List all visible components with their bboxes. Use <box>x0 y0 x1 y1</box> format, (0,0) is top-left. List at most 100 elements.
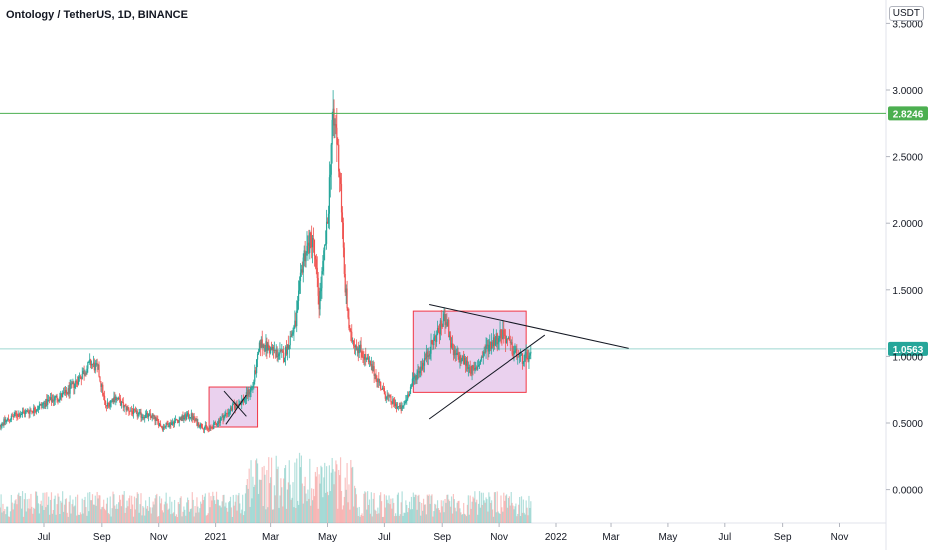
candle-body <box>373 366 375 376</box>
volume-bar <box>305 493 307 523</box>
candle-body <box>479 359 482 365</box>
volume-bar <box>295 507 297 523</box>
candle-body <box>482 355 484 358</box>
candle-body <box>332 108 334 120</box>
candle-body <box>113 396 115 403</box>
volume-bar <box>208 492 210 523</box>
currency-unit-button[interactable]: USDT <box>888 6 924 21</box>
candle-body <box>295 320 297 327</box>
candle-body <box>98 364 100 377</box>
candle-body <box>270 347 273 350</box>
time-axis[interactable]: Jul Sep Nov 2021 Mar May Jul Sep Nov 2022 Mar May Ju… <box>38 523 849 543</box>
volume-bar <box>152 501 154 523</box>
volume-bar <box>237 495 239 523</box>
candle-body <box>285 347 288 355</box>
volume-bar <box>412 492 414 523</box>
volume-bar <box>486 499 488 523</box>
volume-bar <box>468 514 470 523</box>
candle-body <box>387 395 389 397</box>
volume-bar <box>0 494 2 523</box>
price-axis[interactable]: 3.5000 3.0000 2.5000 2.0000 1.5000 1.0000 0.50… <box>886 19 923 497</box>
volume-bar <box>389 504 391 523</box>
candle-body <box>59 396 61 400</box>
candle-body <box>21 413 23 415</box>
volume-bar <box>384 507 386 523</box>
volume-bar <box>303 486 305 523</box>
volume-bar <box>91 494 94 523</box>
volume-bar <box>391 508 393 523</box>
volume-bar <box>90 500 93 523</box>
volume-bar <box>265 509 267 523</box>
candle-body <box>9 419 12 421</box>
volume-bar <box>20 496 22 523</box>
candle-body <box>29 410 31 414</box>
volume-bar <box>330 472 332 523</box>
candle-body <box>495 333 497 340</box>
candle-body <box>228 411 231 413</box>
candle-body <box>110 400 112 403</box>
drawings[interactable] <box>208 310 527 428</box>
volume-bar <box>254 484 256 523</box>
volume-bar <box>114 505 116 523</box>
volume-bar <box>111 508 113 523</box>
candle-body <box>234 405 236 409</box>
volume-bar <box>145 508 148 523</box>
candle-body <box>444 313 446 325</box>
candle-body <box>208 428 210 430</box>
candle-body <box>132 408 135 415</box>
volume-bar <box>466 504 469 523</box>
volume-bar <box>439 512 441 523</box>
candle-body <box>334 124 336 126</box>
candle-body <box>489 341 491 346</box>
grid <box>0 0 887 550</box>
candle-body <box>366 358 368 360</box>
volume-bar <box>437 508 440 523</box>
volume-bar <box>369 513 372 523</box>
volume-bar <box>289 484 291 523</box>
volume-bar <box>475 502 477 523</box>
candle-body <box>91 364 94 365</box>
candle-body <box>8 419 11 421</box>
volume-bar <box>49 499 52 523</box>
volume-bar <box>213 495 215 523</box>
volume-bar <box>136 492 138 523</box>
horizontal-lines[interactable]: 2.8246 1.0563 <box>0 106 928 356</box>
volume-bar <box>304 476 306 523</box>
volume-bar <box>198 512 200 523</box>
candle-body <box>289 336 291 346</box>
candle-body <box>139 411 141 413</box>
candle-body <box>34 407 36 412</box>
volume-bar <box>33 507 35 523</box>
volume-bar <box>436 500 439 523</box>
candle-body <box>517 356 519 358</box>
x-tick-label: Mar <box>602 532 620 543</box>
candle-body <box>337 144 339 146</box>
volume-bar <box>386 499 388 523</box>
candle-body <box>523 354 525 362</box>
volume-bar <box>485 497 487 523</box>
candle-body <box>89 359 91 363</box>
volume-bar <box>443 512 445 523</box>
candle-body <box>351 331 353 342</box>
volume-bar <box>262 506 264 523</box>
volume-bar <box>29 508 31 523</box>
volume-bar <box>137 493 139 523</box>
candle-body <box>160 426 163 428</box>
candle-body <box>388 395 390 397</box>
candle-body <box>3 419 5 425</box>
candle-body <box>463 355 465 364</box>
volume-bar <box>477 503 480 523</box>
candle-body <box>413 377 415 379</box>
volume-bar <box>355 494 358 523</box>
volume-bar <box>424 504 427 523</box>
candle-body <box>367 357 370 362</box>
volume-bar <box>165 492 167 523</box>
candle-body <box>43 402 45 404</box>
candle-body <box>496 333 498 345</box>
candle-body <box>69 384 71 394</box>
volume-bar <box>179 497 181 523</box>
candle-body <box>308 242 310 253</box>
candle-body <box>276 349 278 358</box>
volume-bar <box>245 485 247 523</box>
